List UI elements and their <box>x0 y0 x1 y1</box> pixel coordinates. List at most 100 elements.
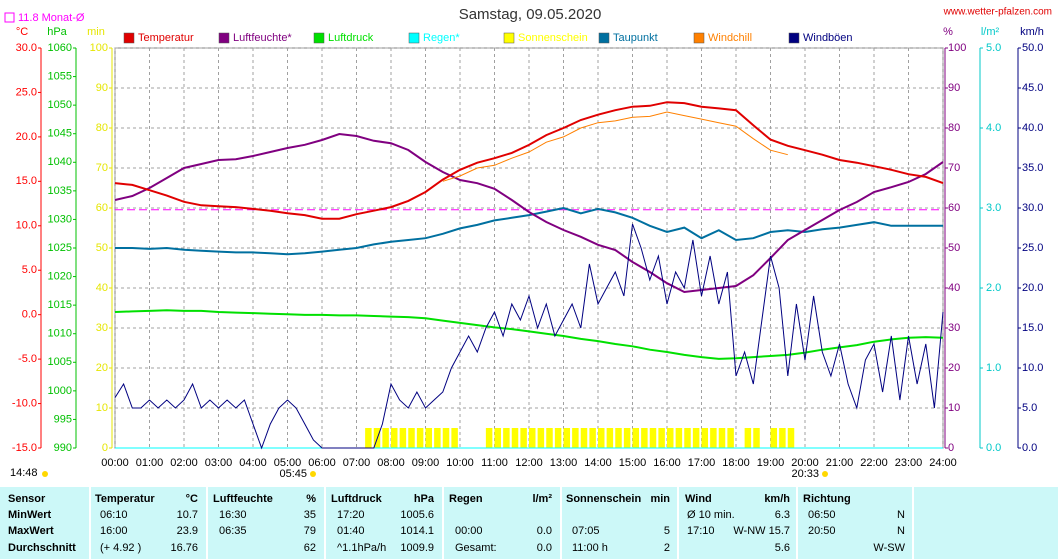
sunshine-bar <box>589 428 596 448</box>
sunshine-bar <box>770 428 777 448</box>
legend-swatch <box>313 32 325 44</box>
x-tick-label: 16:00 <box>653 457 681 469</box>
sunshine-bar <box>416 428 424 448</box>
x-tick-label: 19:00 <box>757 457 785 469</box>
x-tick-label: 18:00 <box>722 457 750 469</box>
y-tick-label: 25.0 <box>1022 242 1043 254</box>
y-tick-label: 1030 <box>48 213 72 225</box>
x-tick-label: 14:00 <box>584 457 612 469</box>
y-tick-label: 70 <box>948 162 960 174</box>
x-tick-label: 10:00 <box>446 457 474 469</box>
table-cell: Gesamt: <box>455 542 497 554</box>
y-tick-label: 40 <box>96 282 108 294</box>
y-tick-label: 5.0 <box>22 264 37 276</box>
axis-label: l/m² <box>981 26 1000 38</box>
sunshine-bar <box>391 428 398 448</box>
legend-label: Windböen <box>803 32 853 44</box>
table-cell: N <box>897 525 905 537</box>
table-cell: 2 <box>664 542 670 554</box>
x-tick-label: 24:00 <box>929 457 957 469</box>
x-tick-label: 04:00 <box>239 457 267 469</box>
table-cell: 07:05 <box>572 525 600 537</box>
sunshine-bar <box>365 428 372 448</box>
table-cell: 23.9 <box>177 525 198 537</box>
y-tick-label: 2.0 <box>986 282 1001 294</box>
monthly-avg-label: 11.8 Monat-Ø <box>18 12 85 24</box>
y-tick-label: 100 <box>948 42 966 54</box>
y-tick-label: 1050 <box>48 99 72 111</box>
table-header: l/m² <box>532 493 552 505</box>
legend-swatch <box>408 32 420 44</box>
sunshine-bar <box>598 428 605 448</box>
y-tick-label: 20 <box>96 362 108 374</box>
sunshine-bar <box>675 428 683 448</box>
y-tick-label: 15.0 <box>1022 322 1043 334</box>
table-cell: 10.7 <box>177 509 198 521</box>
sunshine-bar <box>511 428 519 448</box>
x-tick-label: 13:00 <box>550 457 578 469</box>
y-tick-label: 30.0 <box>1022 202 1043 214</box>
table-cell: 06:35 <box>219 525 247 537</box>
sunshine-bar <box>503 428 510 448</box>
table-cell: 6.3 <box>775 509 790 521</box>
table-cell: N <box>897 509 905 521</box>
sunshine-bar <box>554 428 562 448</box>
y-tick-label: 50.0 <box>1022 42 1043 54</box>
table-header: Sonnenschein <box>566 493 641 505</box>
table-cell: 20:50 <box>808 525 836 537</box>
legend-swatch <box>788 32 800 44</box>
sunshine-bar <box>701 428 708 448</box>
legend-label: Temperatur <box>138 32 194 44</box>
table-cell: 1014.1 <box>400 525 434 537</box>
y-tick-label: 90 <box>96 82 108 94</box>
table-cell: MinWert <box>8 509 52 521</box>
sunshine-bar <box>787 428 795 448</box>
y-tick-label: 1005 <box>48 356 72 368</box>
legend-label: Windchill <box>708 32 752 44</box>
table-cell: 16:00 <box>100 525 128 537</box>
y-tick-label: 1035 <box>48 185 72 197</box>
sunshine-bar <box>744 428 752 448</box>
table-header: Regen <box>449 493 483 505</box>
sunshine-bar <box>615 428 622 448</box>
source: www.wetter-pfalzen.com <box>943 7 1052 18</box>
legend-label: Sonnenschein <box>518 32 588 44</box>
y-tick-label: 1000 <box>48 385 72 397</box>
sunshine-bar <box>684 428 691 448</box>
x-tick-label: 22:00 <box>860 457 888 469</box>
x-tick-label: 02:00 <box>170 457 198 469</box>
table-header: % <box>306 493 316 505</box>
y-tick-label: 995 <box>54 413 72 425</box>
sunshine-bar <box>641 428 648 448</box>
y-tick-label: 10.0 <box>1022 362 1043 374</box>
y-tick-label: -15.0 <box>12 442 37 454</box>
x-tick-label: 20:00 <box>791 457 819 469</box>
legend-swatch <box>218 32 230 44</box>
table-cell: 06:10 <box>100 509 128 521</box>
y-tick-label: 10 <box>948 402 960 414</box>
sunshine-bar <box>727 428 734 448</box>
x-tick-label: 08:00 <box>377 457 405 469</box>
sunshine-bar <box>580 428 588 448</box>
table-cell: 06:50 <box>808 509 836 521</box>
table-cell: Ø 10 min. <box>687 509 735 521</box>
sunshine-bar <box>718 428 726 448</box>
sunshine-bar <box>537 428 545 448</box>
sunshine-bar <box>753 428 760 448</box>
table-cell: 62 <box>304 542 316 554</box>
table-cell: W-NW 15.7 <box>733 525 790 537</box>
table-header: Richtung <box>803 493 851 505</box>
legend-label: Taupunkt <box>613 32 658 44</box>
table-header: Temperatur <box>95 493 155 505</box>
table-cell: 5 <box>664 525 670 537</box>
y-tick-label: 1.0 <box>986 362 1001 374</box>
table-header: Luftdruck <box>331 493 383 505</box>
sun-icon <box>42 471 48 477</box>
sunshine-bar <box>649 428 657 448</box>
sunshine-bar <box>485 428 493 448</box>
table-background <box>0 487 1058 559</box>
sun-icon <box>310 471 316 477</box>
axis-label: hPa <box>47 26 67 38</box>
sunshine-bar <box>425 428 432 448</box>
series-line <box>442 111 788 182</box>
